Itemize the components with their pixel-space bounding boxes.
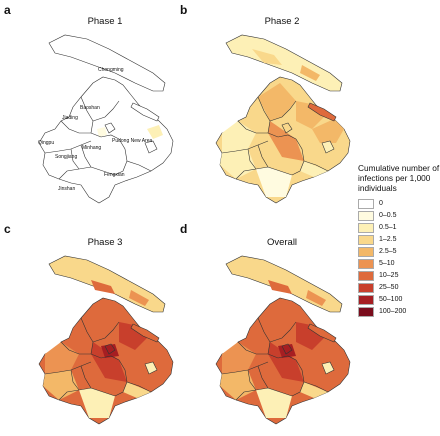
panel-letter-d: d [180, 222, 188, 236]
legend-label: 0 [379, 200, 383, 207]
label-minhang: Minhang [82, 145, 102, 151]
legend-label: 0.5–1 [379, 224, 397, 231]
label-baoshan: Baoshan [80, 105, 100, 111]
legend-item: 5–10 [358, 258, 395, 269]
panel-letter-b: b [180, 3, 188, 17]
legend-swatch [358, 234, 374, 245]
legend-swatch [358, 270, 374, 281]
map-overall [215, 255, 351, 425]
label-jiading: Jiading [62, 115, 78, 121]
label-fengxian: Fengxian [104, 172, 125, 178]
phase-title-2: Phase 2 [264, 16, 300, 27]
panel-letter-c: c [4, 222, 11, 236]
map-phase-2 [215, 34, 351, 204]
legend-label: 0–0.5 [379, 212, 397, 219]
legend-label: 50–100 [379, 296, 403, 303]
map-phase-1 [38, 34, 174, 204]
legend-swatch [358, 294, 374, 305]
label-songjiang: Songjiang [55, 154, 78, 160]
legend-swatch [358, 246, 374, 257]
legend-swatch [358, 282, 374, 293]
legend-label: 25–50 [379, 284, 399, 291]
legend-swatch [358, 222, 374, 233]
legend-swatch [358, 210, 374, 221]
legend-item: 10–25 [358, 270, 398, 281]
legend-swatch [358, 258, 374, 269]
phase-title-1: Phase 1 [87, 16, 123, 27]
label-pudong: Pudong New Area [112, 138, 153, 144]
legend-swatch [358, 198, 374, 209]
legend-label: 100–200 [379, 308, 407, 315]
legend-item: 1–2.5 [358, 234, 397, 245]
map-phase-3 [38, 255, 174, 425]
label-chongming: Chongming [98, 67, 124, 73]
legend-item: 50–100 [358, 294, 402, 305]
panel-letter-a: a [4, 3, 11, 17]
label-qingpu: Qingpu [38, 140, 55, 146]
legend-label: 10–25 [379, 272, 399, 279]
legend-swatch [358, 306, 374, 317]
label-jinshan: Jinshan [58, 186, 76, 192]
legend-item: 0–0.5 [358, 210, 397, 221]
legend-item: 0 [358, 198, 383, 209]
legend-item: 100–200 [358, 306, 406, 317]
legend-item: 0.5–1 [358, 222, 397, 233]
legend-label: 1–2.5 [379, 236, 397, 243]
phase-title-4: Overall [266, 237, 298, 248]
legend-item: 25–50 [358, 282, 398, 293]
legend-label: 5–10 [379, 260, 395, 267]
phase-title-3: Phase 3 [87, 237, 123, 248]
legend-title: Cumulative number of infections per 1,00… [358, 163, 440, 193]
legend-label: 2.5–5 [379, 248, 397, 255]
legend-item: 2.5–5 [358, 246, 397, 257]
